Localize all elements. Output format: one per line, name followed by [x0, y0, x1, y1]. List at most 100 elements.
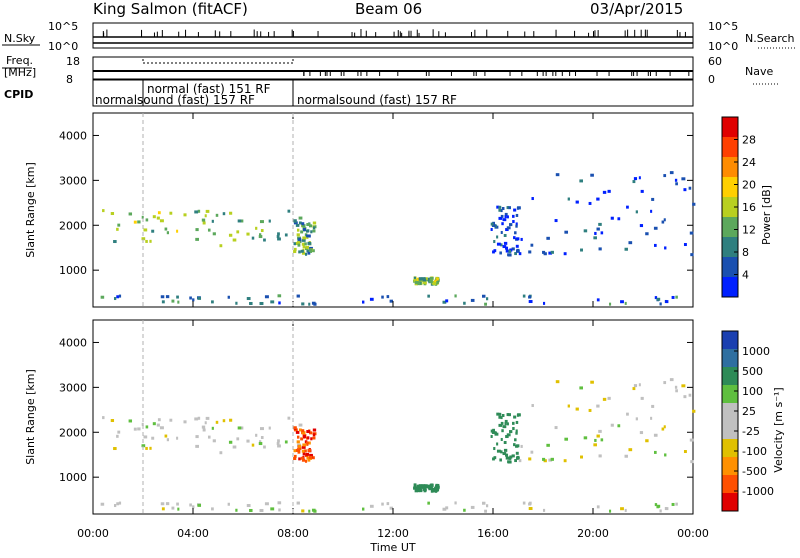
power-cell	[232, 238, 237, 242]
velocity-cell	[543, 459, 547, 463]
power-cell	[176, 229, 179, 233]
velocity-cell	[498, 423, 503, 427]
power-cell	[165, 295, 170, 299]
power-cell	[192, 298, 195, 302]
power-cell	[675, 182, 678, 186]
velocity-cell	[117, 430, 121, 434]
power-cell	[298, 221, 302, 225]
power-cell	[211, 219, 214, 223]
power-cell	[583, 229, 588, 233]
velocity-cell	[511, 454, 515, 458]
velocity-cell	[504, 419, 508, 423]
velocity-cell	[166, 438, 170, 442]
velocity-cell	[249, 508, 253, 512]
velocity-cell	[165, 502, 170, 506]
velocity-cell	[259, 440, 262, 444]
velocity-cell	[620, 507, 624, 511]
power-cell	[683, 188, 687, 192]
power-cell	[229, 211, 233, 215]
nsky-label: N.Sky	[4, 32, 36, 45]
velocity-cell	[133, 427, 137, 431]
power-cell	[293, 219, 297, 223]
velocity-cell	[308, 431, 313, 435]
power-cell	[692, 202, 696, 206]
power-cell	[496, 205, 500, 209]
power-cell	[161, 300, 165, 304]
power-cell	[235, 301, 238, 305]
power-plot-frame	[92, 112, 694, 308]
velocity-colorbar-color-swatch	[722, 457, 738, 476]
velocity-cell	[419, 488, 422, 492]
power-cell	[675, 295, 678, 299]
velocity-cell	[598, 429, 602, 433]
velocity-cell	[381, 502, 384, 506]
velocity-cell	[246, 504, 251, 508]
velocity-cell	[512, 427, 515, 431]
power-cell	[516, 206, 520, 210]
velocity-cell	[513, 415, 517, 419]
nave-tick-top: 60	[708, 55, 722, 68]
power-cell	[429, 276, 434, 280]
power-cell	[528, 300, 533, 304]
velocity-cell	[598, 454, 602, 458]
velocity-cell	[293, 454, 297, 458]
power-cell	[422, 278, 427, 282]
velocity-cell	[177, 507, 180, 511]
power-cell	[515, 222, 518, 226]
velocity-colorbar-frame	[721, 330, 739, 512]
velocity-cell	[503, 440, 507, 444]
power-cell	[237, 219, 242, 223]
power-cell	[145, 218, 149, 222]
power-cell	[593, 236, 597, 240]
freq-tick-bottom: 8	[66, 73, 73, 86]
power-cell	[484, 302, 488, 306]
power-cell	[141, 237, 146, 241]
xaxis-tick-label: 12:00	[377, 527, 409, 540]
power-cell	[491, 223, 496, 227]
velocity-cell	[432, 489, 437, 493]
power-colorbar-color-swatch	[722, 197, 738, 218]
velocity-cell	[528, 457, 532, 461]
power-cell	[159, 219, 164, 223]
power-cell	[116, 227, 119, 231]
power-cell	[598, 247, 602, 251]
power-cell	[598, 222, 602, 226]
velocity-cell	[369, 504, 374, 508]
velocity-cell	[118, 501, 122, 505]
power-cell	[500, 243, 503, 247]
power-cell	[369, 297, 374, 301]
power-cell	[151, 229, 155, 233]
power-colorbar-tick-label: 8	[742, 246, 749, 259]
power-cell	[305, 234, 310, 238]
velocity-cell	[110, 419, 115, 423]
power-cell	[386, 295, 390, 299]
velocity-cell	[628, 448, 633, 452]
velocity-cell	[251, 443, 255, 447]
cpid-label: CPID	[4, 88, 33, 101]
power-cell	[176, 295, 179, 299]
velocity-ytick-label: 4000	[59, 336, 87, 349]
velocity-cell	[624, 508, 627, 512]
xaxis-tick-label: 00:00	[77, 527, 109, 540]
velocity-cell	[588, 408, 592, 412]
velocity-cell	[235, 508, 238, 512]
power-cell	[490, 227, 493, 231]
power-cell	[128, 212, 133, 216]
power-cell	[268, 219, 271, 223]
power-cell	[530, 243, 534, 247]
power-cell	[301, 302, 305, 306]
velocity-cell	[268, 426, 271, 430]
power-cell	[580, 248, 583, 252]
velocity-cell	[436, 487, 439, 491]
power-cell	[505, 228, 509, 232]
velocity-cell	[157, 418, 161, 422]
velocity-cell	[159, 426, 164, 430]
power-colorbar-tick-label: 20	[742, 179, 756, 192]
power-cell	[202, 221, 206, 225]
power-cell	[166, 231, 170, 235]
power-cell	[270, 300, 275, 304]
velocity-cell	[653, 433, 658, 437]
power-cell	[276, 235, 280, 239]
velocity-cell	[516, 444, 520, 448]
power-cell	[633, 177, 638, 181]
